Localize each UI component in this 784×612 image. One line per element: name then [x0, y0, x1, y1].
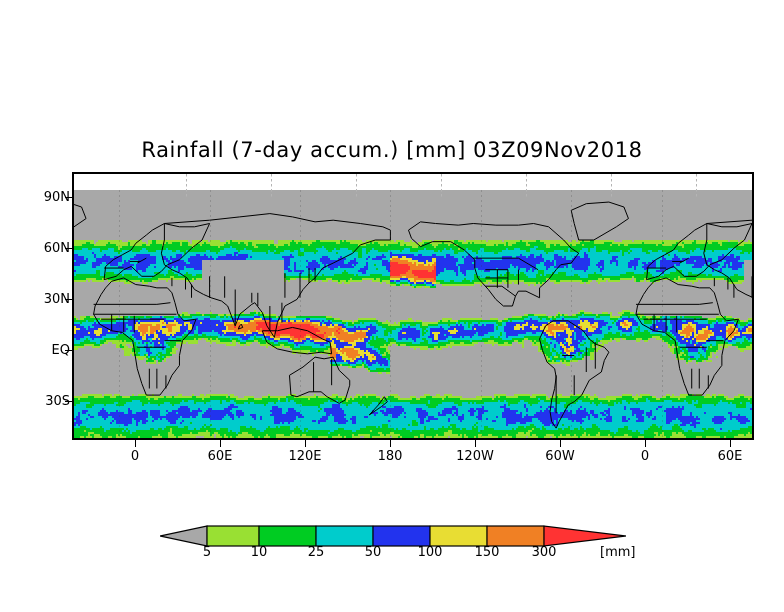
y-axis-label-30s: 30S: [45, 394, 70, 409]
x-axis-tick: [560, 440, 561, 447]
y-axis-label-90n: 90N: [43, 190, 70, 205]
colorbar-units-label: [mm]: [600, 545, 636, 560]
colorbar-tick-100: 100: [417, 545, 443, 560]
x-axis-tick: [390, 440, 391, 447]
x-axis-tick: [135, 440, 136, 447]
y-axis-tick: [65, 350, 72, 351]
x-axis-label-0a: 0: [130, 449, 140, 464]
x-axis-label-0b: 0: [640, 449, 650, 464]
colorbar-segment-10-25: [258, 525, 317, 547]
colorbar-tick-50: 50: [364, 545, 382, 560]
y-axis-tick: [65, 197, 72, 198]
y-axis-tick: [65, 401, 72, 402]
colorbar-segment-50-100: [372, 525, 431, 547]
x-axis-label-60e-b: 60E: [717, 449, 743, 464]
x-axis-label-180: 180: [377, 449, 403, 464]
colorbar-segment-5-10: [206, 525, 260, 547]
colorbar: [160, 525, 626, 547]
rainfall-heatmap-canvas: [74, 174, 752, 438]
x-axis-label-60w: 60W: [545, 449, 575, 464]
x-axis-tick: [305, 440, 306, 447]
y-axis-label-30n: 30N: [43, 292, 70, 307]
colorbar-tick-150: 150: [474, 545, 500, 560]
colorbar-segment-over: [543, 525, 626, 547]
colorbar-tick-10: 10: [250, 545, 268, 560]
x-axis-tick: [220, 440, 221, 447]
colorbar-segment-under: [160, 525, 208, 547]
x-axis-label-60e-a: 60E: [207, 449, 233, 464]
y-axis-label-60n: 60N: [43, 241, 70, 256]
colorbar-segment-25-50: [315, 525, 374, 547]
colorbar-tick-5: 5: [202, 545, 212, 560]
rainfall-map-panel: [72, 172, 754, 440]
y-axis-label-eq: EQ: [51, 343, 70, 358]
x-axis-tick: [730, 440, 731, 447]
x-axis-label-120e: 120E: [288, 449, 322, 464]
colorbar-tick-25: 25: [307, 545, 325, 560]
x-axis-tick: [475, 440, 476, 447]
x-axis-tick: [645, 440, 646, 447]
x-axis-label-120w: 120W: [456, 449, 494, 464]
y-axis-tick: [65, 299, 72, 300]
colorbar-segment-100-150: [429, 525, 488, 547]
page-title: Rainfall (7-day accum.) [mm] 03Z09Nov201…: [141, 138, 643, 162]
colorbar-segment-150-300: [486, 525, 545, 547]
colorbar-tick-300: 300: [531, 545, 557, 560]
y-axis-tick: [65, 248, 72, 249]
